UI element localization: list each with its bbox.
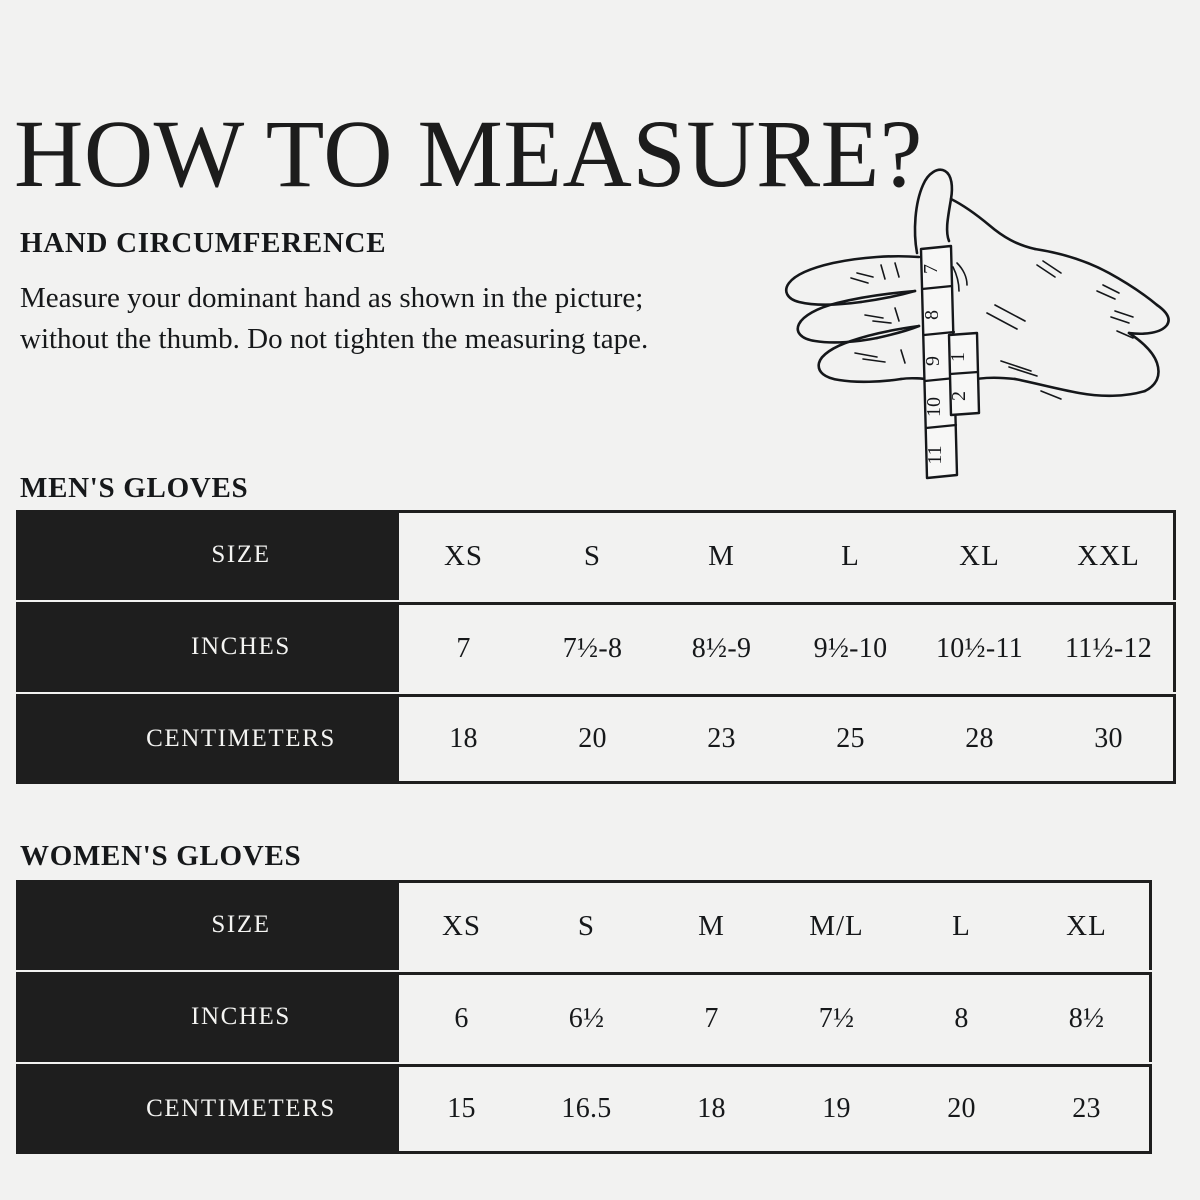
table-cell: 7½ (818, 1002, 855, 1034)
table-cell: 18 (449, 723, 478, 754)
table-cell: 6 (454, 1002, 469, 1034)
table-cell: 9½-10 (813, 632, 888, 664)
table-row: CENTIMETERS 18 20 23 25 28 30 (16, 694, 1176, 784)
table-cell: 30 (1094, 723, 1123, 754)
hand-circumference-section: HAND CIRCUMFERENCE Measure your dominant… (20, 227, 680, 360)
tape-label-10: 10 (923, 397, 945, 417)
table-cell: 20 (947, 1093, 976, 1124)
table-cell: S (583, 540, 602, 572)
table-cell: S (577, 910, 596, 942)
row-label-inches: INCHES (16, 602, 396, 692)
womens-gloves-table: SIZE XS S M M/L L XL INCHES 6 6½ 7 7½ 8 … (16, 880, 1152, 1154)
table-row: SIZE XS S M M/L L XL (16, 880, 1152, 970)
womens-gloves-heading: WOMEN'S GLOVES (20, 840, 302, 873)
table-cell: 8½ (1068, 1002, 1105, 1034)
row-label-centimeters: CENTIMETERS (16, 694, 396, 784)
table-row: INCHES 6 6½ 7 7½ 8 8½ (16, 972, 1152, 1062)
table-cell: 10½-11 (935, 632, 1024, 664)
mens-gloves-heading: MEN'S GLOVES (20, 472, 249, 505)
hand-circumference-heading: HAND CIRCUMFERENCE (20, 227, 387, 259)
mens-gloves-table: SIZE XS S M L XL XXL INCHES 7 7½-8 8½-9 … (16, 510, 1176, 784)
table-row: CENTIMETERS 15 16.5 18 19 20 23 (16, 1064, 1152, 1154)
table-cell: 23 (707, 723, 736, 754)
table-cell: M (698, 910, 725, 942)
row-values-centimeters: 18 20 23 25 28 30 (396, 694, 1176, 784)
table-cell: 15 (447, 1093, 476, 1124)
table-cell: M (708, 540, 735, 572)
table-row: SIZE XS S M L XL XXL (16, 510, 1176, 600)
tape-label-8: 8 (921, 310, 943, 320)
table-cell: 11½-12 (1064, 632, 1153, 664)
row-values-inches: 6 6½ 7 7½ 8 8½ (396, 972, 1152, 1062)
tape-label-11: 11 (924, 445, 946, 464)
table-cell: 20 (578, 723, 607, 754)
row-values-size: XS S M L XL XXL (396, 510, 1176, 600)
table-cell: 8 (954, 1002, 969, 1034)
tape-end-label-1: 1 (947, 352, 969, 362)
hand-measuring-illustration: 7 8 9 10 11 1 2 (705, 145, 1185, 495)
row-label-inches: INCHES (16, 972, 396, 1062)
table-cell: 23 (1072, 1093, 1101, 1124)
table-cell: 16.5 (561, 1093, 612, 1124)
table-cell: 18 (697, 1093, 726, 1124)
table-cell: XL (1066, 910, 1107, 942)
table-cell: 25 (836, 723, 865, 754)
table-cell: L (841, 540, 860, 572)
row-values-inches: 7 7½-8 8½-9 9½-10 10½-11 11½-12 (396, 602, 1176, 692)
page-title: HOW TO MEASURE? (14, 100, 923, 208)
tape-label-7: 7 (920, 264, 942, 274)
tape-label-9: 9 (922, 356, 944, 366)
table-cell: 7 (704, 1002, 719, 1034)
table-cell: 7 (456, 632, 471, 664)
table-cell: 7½-8 (562, 632, 623, 664)
table-cell: L (952, 910, 971, 942)
table-cell: 8½-9 (691, 632, 752, 664)
table-cell: XS (441, 910, 482, 942)
table-cell: XXL (1077, 540, 1140, 572)
row-label-size: SIZE (16, 880, 396, 970)
row-values-centimeters: 15 16.5 18 19 20 23 (396, 1064, 1152, 1154)
table-cell: 19 (822, 1093, 851, 1124)
table-row: INCHES 7 7½-8 8½-9 9½-10 10½-11 11½-12 (16, 602, 1176, 692)
row-label-centimeters: CENTIMETERS (16, 1064, 396, 1154)
table-cell: XL (959, 540, 1000, 572)
table-cell: XS (443, 540, 484, 572)
table-cell: 6½ (568, 1002, 605, 1034)
row-label-size: SIZE (16, 510, 396, 600)
table-cell: 28 (965, 723, 994, 754)
tape-end-label-2: 2 (948, 391, 970, 401)
hand-circumference-body: Measure your dominant hand as shown in t… (20, 281, 649, 356)
row-values-size: XS S M M/L L XL (396, 880, 1152, 970)
table-cell: M/L (809, 910, 864, 942)
